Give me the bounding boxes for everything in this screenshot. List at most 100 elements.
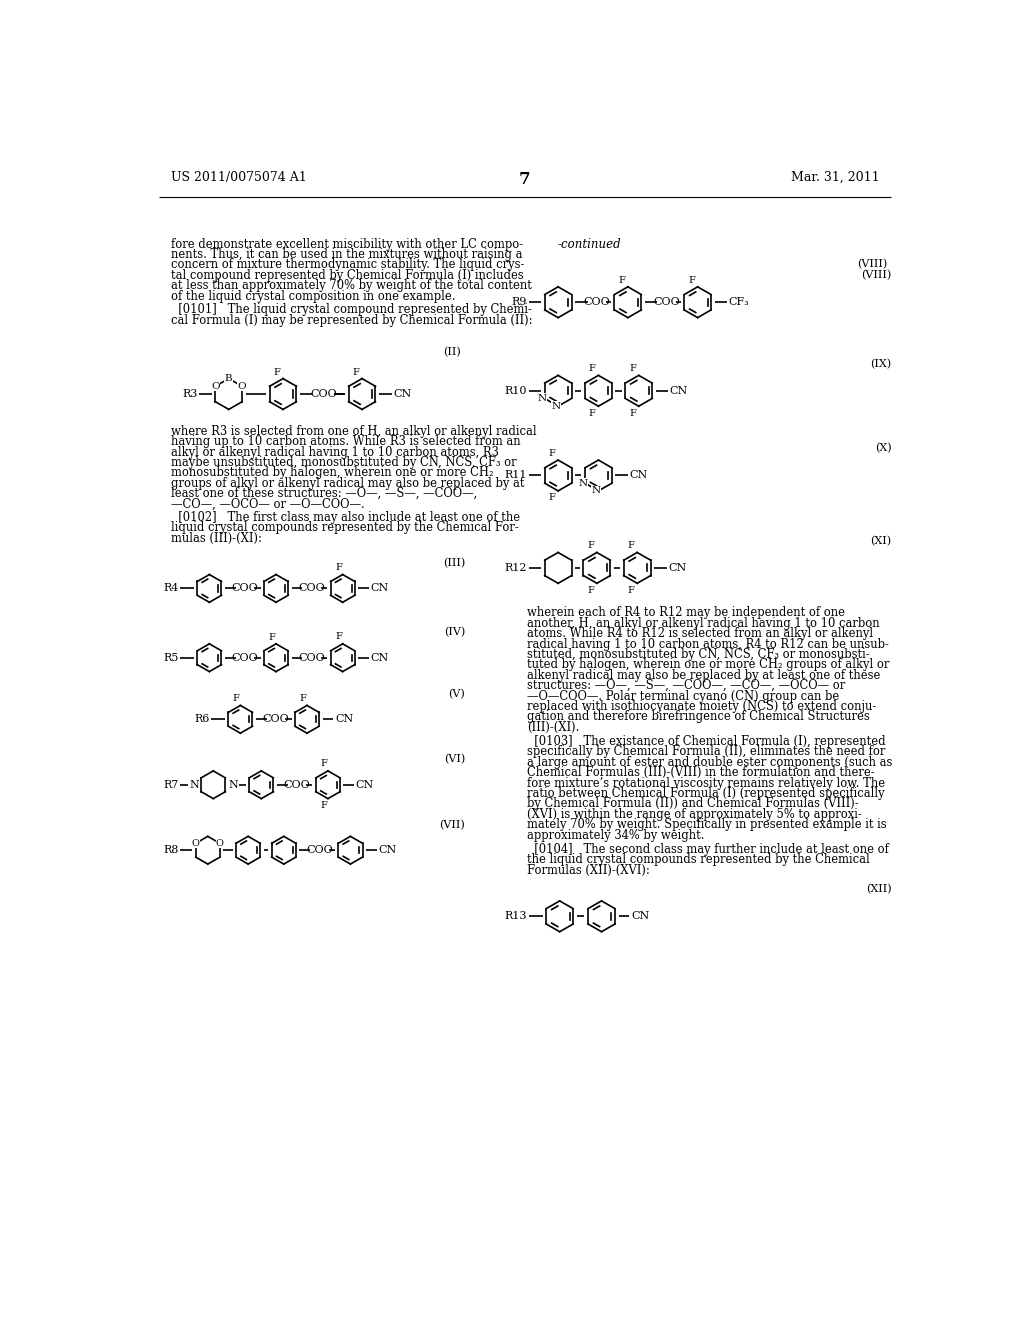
- Text: tal compound represented by Chemical Formula (I) includes: tal compound represented by Chemical For…: [171, 269, 523, 282]
- Text: COO: COO: [262, 714, 290, 725]
- Text: CN: CN: [631, 911, 649, 921]
- Text: (XI): (XI): [870, 536, 891, 546]
- Text: another, H, an alkyl or alkenyl radical having 1 to 10 carbon: another, H, an alkyl or alkenyl radical …: [527, 616, 880, 630]
- Text: Mar. 31, 2011: Mar. 31, 2011: [792, 170, 880, 183]
- Text: CN: CN: [378, 845, 396, 855]
- Text: having up to 10 carbon atoms. While R3 is selected from an: having up to 10 carbon atoms. While R3 i…: [171, 436, 520, 449]
- Text: COO: COO: [310, 389, 337, 399]
- Text: B: B: [225, 374, 232, 383]
- Text: stituted, monosubstituted by CN, NCS, CF₃ or monosubsti-: stituted, monosubstituted by CN, NCS, CF…: [527, 648, 869, 661]
- Text: N: N: [228, 780, 239, 789]
- Text: COO: COO: [298, 652, 325, 663]
- Text: F: F: [628, 586, 635, 595]
- Text: F: F: [549, 494, 555, 503]
- Text: COO: COO: [306, 845, 333, 855]
- Text: N: N: [538, 393, 547, 403]
- Text: 7: 7: [519, 170, 530, 187]
- Text: cal Formula (I) may be represented by Chemical Formula (II):: cal Formula (I) may be represented by Ch…: [171, 314, 532, 326]
- Text: F: F: [629, 409, 636, 417]
- Text: F: F: [589, 409, 596, 417]
- Text: F: F: [587, 586, 594, 595]
- Text: F: F: [618, 276, 625, 285]
- Text: N: N: [592, 486, 601, 495]
- Text: a large amount of ester and double ester components (such as: a large amount of ester and double ester…: [527, 756, 893, 768]
- Text: replaced with isothiocyanate moiety (NCS) to extend conju-: replaced with isothiocyanate moiety (NCS…: [527, 700, 877, 713]
- Text: (II): (II): [443, 346, 461, 356]
- Text: (XII): (XII): [865, 884, 891, 895]
- Text: mulas (III)-(XI):: mulas (III)-(XI):: [171, 532, 261, 545]
- Text: O: O: [238, 381, 247, 391]
- Text: CN: CN: [371, 652, 389, 663]
- Text: concern of mixture thermodynamic stability. The liquid crys-: concern of mixture thermodynamic stabili…: [171, 259, 524, 272]
- Text: [0104]   The second class may further include at least one of: [0104] The second class may further incl…: [527, 842, 889, 855]
- Text: F: F: [628, 541, 635, 550]
- Text: R11: R11: [505, 470, 527, 480]
- Text: COO: COO: [231, 652, 258, 663]
- Text: F: F: [273, 368, 281, 378]
- Text: Formulas (XII)-(XVI):: Formulas (XII)-(XVI):: [527, 863, 650, 876]
- Text: at less than approximately 70% by weight of the total content: at less than approximately 70% by weight…: [171, 280, 531, 292]
- Text: the liquid crystal compounds represented by the Chemical: the liquid crystal compounds represented…: [527, 853, 869, 866]
- Text: (III): (III): [442, 558, 465, 568]
- Text: (IX): (IX): [870, 359, 891, 370]
- Text: COO: COO: [231, 583, 258, 594]
- Text: R5: R5: [163, 652, 178, 663]
- Text: (VII): (VII): [439, 820, 465, 830]
- Text: F: F: [688, 276, 695, 285]
- Text: [0102]   The first class may also include at least one of the: [0102] The first class may also include …: [171, 511, 520, 524]
- Text: CN: CN: [335, 714, 353, 725]
- Text: -continued: -continued: [557, 238, 621, 251]
- Text: CN: CN: [669, 562, 686, 573]
- Text: F: F: [321, 759, 328, 768]
- Text: specifically by Chemical Formula (II), eliminates the need for: specifically by Chemical Formula (II), e…: [527, 746, 886, 759]
- Text: where R3 is selected from one of H, an alkyl or alkenyl radical: where R3 is selected from one of H, an a…: [171, 425, 537, 438]
- Text: F: F: [549, 449, 555, 458]
- Text: F: F: [336, 564, 342, 572]
- Text: (III)-(XI).: (III)-(XI).: [527, 721, 580, 734]
- Text: structures: —O—, —S—, —COO—, —CO—, —OCO— or: structures: —O—, —S—, —COO—, —CO—, —OCO—…: [527, 680, 846, 692]
- Text: (VI): (VI): [443, 754, 465, 764]
- Text: R12: R12: [505, 562, 527, 573]
- Text: fore demonstrate excellent miscibility with other LC compo-: fore demonstrate excellent miscibility w…: [171, 238, 522, 251]
- Text: of the liquid crystal composition in one example.: of the liquid crystal composition in one…: [171, 289, 455, 302]
- Text: F: F: [321, 801, 328, 810]
- Text: R3: R3: [182, 389, 198, 399]
- Text: US 2011/0075074 A1: US 2011/0075074 A1: [171, 170, 306, 183]
- Text: nents. Thus, it can be used in the mixtures without raising a: nents. Thus, it can be used in the mixtu…: [171, 248, 522, 261]
- Text: [0101]   The liquid crystal compound represented by Chemi-: [0101] The liquid crystal compound repre…: [171, 304, 531, 315]
- Text: fore mixture’s rotational viscosity remains relatively low. The: fore mixture’s rotational viscosity rema…: [527, 776, 886, 789]
- Text: ratio between Chemical Formula (I) (represented specifically: ratio between Chemical Formula (I) (repr…: [527, 787, 885, 800]
- Text: Chemical Formulas (III)-(VIII) in the formulation and there-: Chemical Formulas (III)-(VIII) in the fo…: [527, 766, 874, 779]
- Text: F: F: [268, 634, 274, 643]
- Text: R4: R4: [163, 583, 178, 594]
- Text: atoms. While R4 to R12 is selected from an alkyl or alkenyl: atoms. While R4 to R12 is selected from …: [527, 627, 873, 640]
- Text: CN: CN: [670, 385, 688, 396]
- Text: N: N: [189, 780, 199, 789]
- Text: O: O: [216, 838, 224, 847]
- Text: mately 70% by weight. Specifically in presented example it is: mately 70% by weight. Specifically in pr…: [527, 818, 887, 832]
- Text: R10: R10: [505, 385, 527, 396]
- Text: F: F: [299, 694, 306, 704]
- Text: alkyl or alkenyl radical having 1 to 10 carbon atoms, R3: alkyl or alkenyl radical having 1 to 10 …: [171, 446, 499, 458]
- Text: (XVI) is within the range of approximately 5% to approxi-: (XVI) is within the range of approximate…: [527, 808, 862, 821]
- Text: N: N: [579, 479, 587, 487]
- Text: approximately 34% by weight.: approximately 34% by weight.: [527, 829, 705, 842]
- Text: CN: CN: [393, 389, 412, 399]
- Text: [0103]   The existance of Chemical Formula (I), represented: [0103] The existance of Chemical Formula…: [527, 735, 886, 748]
- Text: —CO—, —OCO— or —O—COO—.: —CO—, —OCO— or —O—COO—.: [171, 498, 365, 511]
- Text: R6: R6: [194, 714, 209, 725]
- Text: maybe unsubstituted, monosubstituted by CN, NCS, CF₃ or: maybe unsubstituted, monosubstituted by …: [171, 455, 516, 469]
- Text: CN: CN: [630, 470, 647, 480]
- Text: alkenyl radical may also be replaced by at least one of these: alkenyl radical may also be replaced by …: [527, 669, 881, 681]
- Text: monosubstituted by halogen, wherein one or more CH₂: monosubstituted by halogen, wherein one …: [171, 466, 494, 479]
- Text: O: O: [191, 838, 200, 847]
- Text: F: F: [232, 694, 240, 704]
- Text: by Chemical Formula (II)) and Chemical Formulas (VIII)-: by Chemical Formula (II)) and Chemical F…: [527, 797, 859, 810]
- Text: COO: COO: [298, 583, 325, 594]
- Text: F: F: [336, 632, 342, 642]
- Text: COO: COO: [653, 297, 680, 308]
- Text: N: N: [551, 401, 560, 411]
- Text: (V): (V): [449, 689, 465, 700]
- Text: wherein each of R4 to R12 may be independent of one: wherein each of R4 to R12 may be indepen…: [527, 606, 845, 619]
- Text: (IV): (IV): [443, 627, 465, 638]
